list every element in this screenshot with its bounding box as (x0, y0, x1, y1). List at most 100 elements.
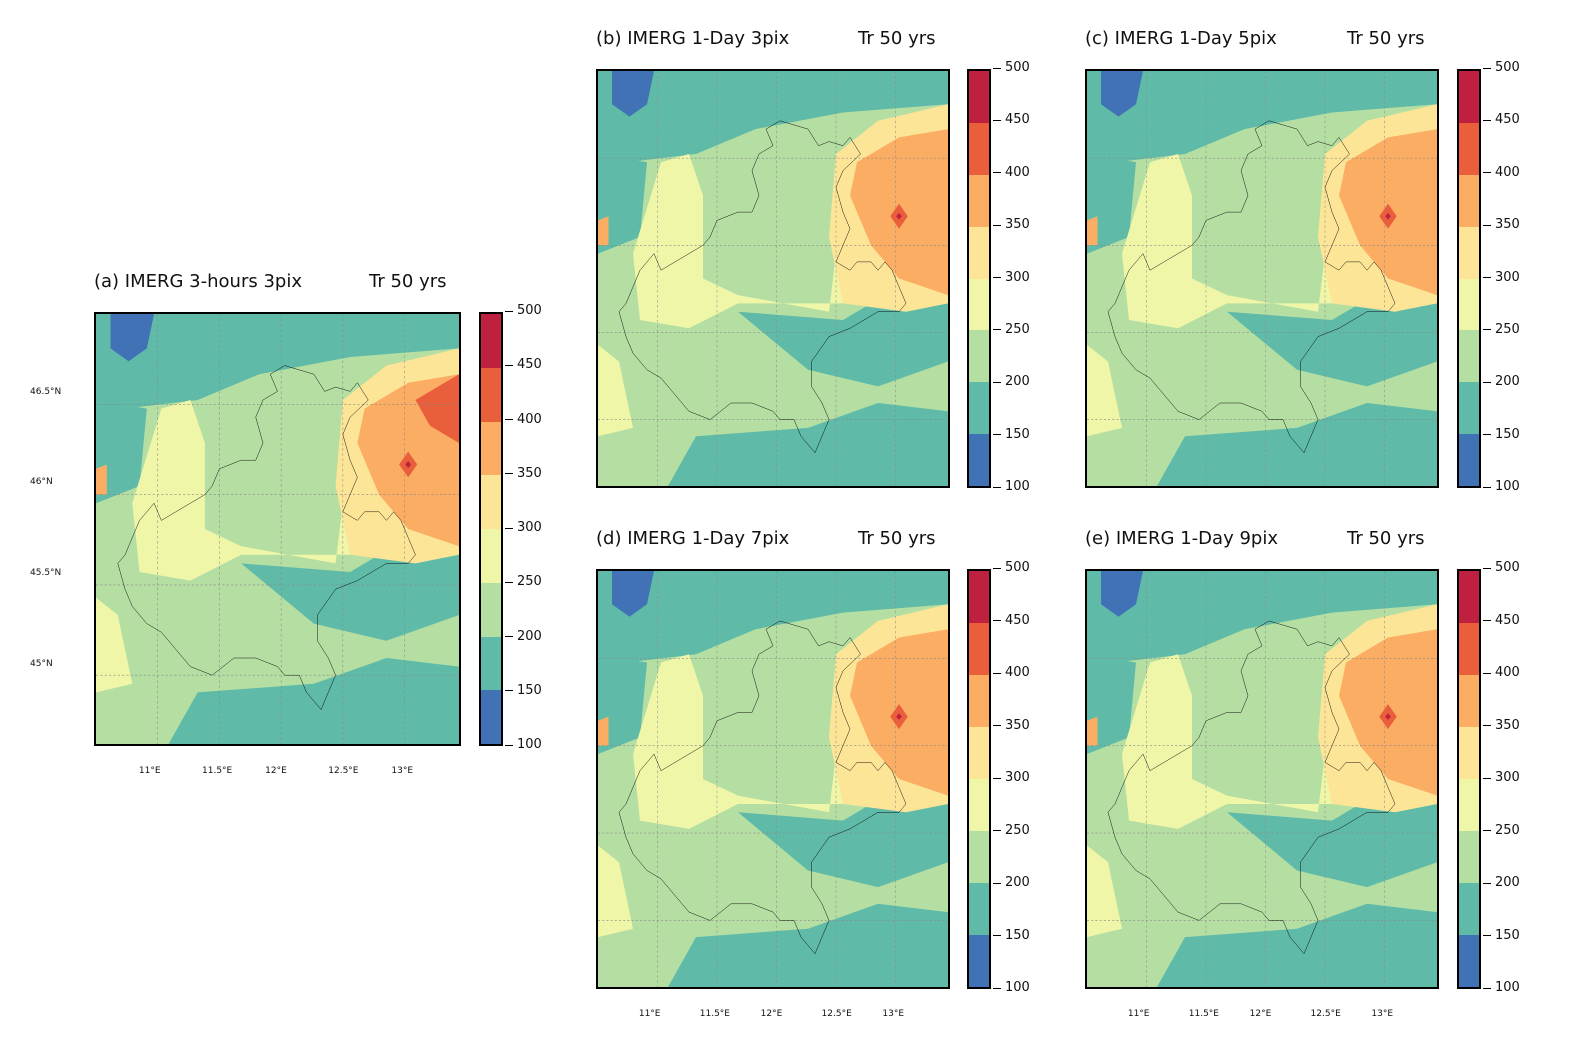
colorbar-tick-label: 200 (505, 628, 542, 644)
colorbar-tick-label: 150 (1483, 927, 1520, 943)
colorbar-tick-label: 300 (1483, 770, 1520, 785)
colorbar-tick-label: 400 (1483, 164, 1520, 180)
panel-b-colorbar (967, 69, 991, 488)
colorbar-segment (969, 382, 989, 435)
panel-b-title: (b) IMERG 1-Day 3pix (596, 28, 790, 49)
contour-region (598, 654, 647, 755)
colorbar-segment (1459, 571, 1479, 623)
colorbar-segment (1459, 382, 1479, 435)
contour-region (1087, 845, 1122, 938)
colorbar-tick-label: 250 (505, 574, 542, 590)
colorbar-segment (481, 367, 501, 422)
colorbar-segment (969, 330, 989, 383)
x-tick-label: 13°E (882, 1009, 905, 1019)
colorbar-tick-label: 250 (1483, 321, 1520, 337)
x-tick-label: 11°E (638, 1009, 661, 1019)
x-tick-label: 12.5°E (821, 1009, 852, 1019)
x-tick-label: 11.5°E (1188, 1009, 1219, 1019)
colorbar-tick-label: 450 (1483, 612, 1520, 628)
colorbar-tick-label: 350 (993, 717, 1030, 733)
region-boundary (118, 366, 416, 710)
colorbar-tick-label: 300 (1483, 269, 1520, 285)
colorbar-segment (1459, 727, 1479, 779)
y-tick-label: 45°N (30, 658, 53, 669)
x-tick-label: 11.5°E (699, 1009, 730, 1019)
colorbar-segment (969, 434, 989, 486)
colorbar-tick-label: 350 (993, 217, 1030, 233)
peak-marker-core (405, 461, 412, 468)
x-tick-label: 11°E (1127, 1009, 1150, 1019)
region-boundary (1108, 621, 1395, 954)
contour-region (598, 216, 609, 246)
x-tick-label: 12°E (265, 766, 287, 776)
x-tick-label: 13°E (1371, 1009, 1394, 1019)
colorbar-tick-label: 400 (993, 164, 1030, 180)
colorbar-tick-label: 100 (1483, 980, 1520, 995)
panel-a-return-period: Tr 50 yrs (369, 271, 447, 292)
y-tick-label: 45.5°N (30, 568, 62, 579)
colorbar-tick-label: 350 (1483, 217, 1520, 233)
colorbar-segment (969, 122, 989, 175)
map-canvas (1087, 71, 1437, 486)
colorbar-segment (969, 883, 989, 935)
panel-c-title: (c) IMERG 1-Day 5pix (1085, 28, 1277, 49)
peak-marker-core (1385, 713, 1391, 720)
colorbar-segment (1459, 434, 1479, 486)
panel-a-colorbar (479, 312, 503, 746)
colorbar-tick-label: 250 (993, 822, 1030, 838)
contour-region (906, 129, 948, 196)
colorbar-segment (481, 636, 501, 691)
panel-c-colorbar (1457, 69, 1481, 488)
contour-region (96, 597, 133, 693)
contour-region (612, 71, 654, 117)
colorbar-tick-label: 300 (993, 269, 1030, 285)
contour-region (598, 845, 633, 938)
colorbar-tick-label: 450 (993, 112, 1030, 128)
colorbar-tick-label: 400 (1483, 665, 1520, 680)
panel-b-map (596, 69, 950, 488)
region-boundary (619, 121, 906, 453)
colorbar-tick-label: 200 (1483, 374, 1520, 390)
colorbar-tick-label: 200 (993, 374, 1030, 390)
colorbar-tick-label: 350 (1483, 717, 1520, 733)
panel-b-return-period: Tr 50 yrs (858, 28, 936, 49)
contour-region (110, 314, 155, 362)
peak-marker-core (896, 212, 902, 220)
colorbar-segment (969, 71, 989, 123)
colorbar-segment (969, 831, 989, 883)
contour-region (1101, 571, 1143, 617)
x-tick-label: 12.5°E (1310, 1009, 1341, 1019)
colorbar-segment (969, 779, 989, 831)
colorbar-tick-label: 300 (993, 770, 1030, 785)
contour-region (1395, 129, 1437, 196)
map-canvas (598, 71, 948, 486)
colorbar-tick-label: 500 (1483, 560, 1520, 575)
colorbar-tick-label: 100 (993, 980, 1030, 995)
contour-region (1087, 654, 1136, 755)
colorbar-tick-label: 500 (993, 560, 1030, 575)
colorbar-tick-label: 300 (505, 520, 542, 535)
colorbar-tick-label: 150 (1483, 426, 1520, 442)
contour-region (96, 400, 147, 504)
colorbar-segment (1459, 623, 1479, 675)
colorbar-segment (969, 675, 989, 727)
map-canvas (1087, 571, 1437, 987)
contour-region (96, 464, 107, 495)
x-tick-label: 13°E (391, 766, 414, 776)
colorbar-segment (969, 226, 989, 279)
contour-region (415, 374, 459, 443)
contour-region (1101, 71, 1143, 117)
colorbar-tick-label: 150 (993, 927, 1030, 943)
contour-region (1087, 216, 1098, 246)
contour-region (906, 629, 948, 696)
colorbar-segment (481, 421, 501, 476)
contour-region (598, 154, 647, 254)
colorbar-tick-label: 400 (993, 665, 1030, 680)
colorbar-tick-label: 200 (1483, 875, 1520, 890)
colorbar-tick-label: 150 (993, 426, 1030, 442)
panel-d-map (596, 569, 950, 989)
colorbar-segment (1459, 226, 1479, 279)
colorbar-tick-label: 100 (993, 479, 1030, 494)
contour-region (1087, 344, 1122, 437)
panel-c-return-period: Tr 50 yrs (1347, 28, 1425, 49)
